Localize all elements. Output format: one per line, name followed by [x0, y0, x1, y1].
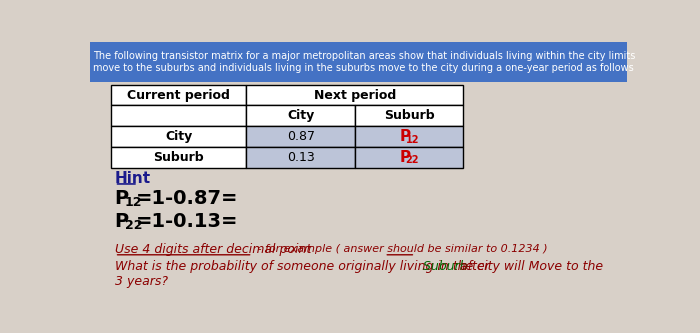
Bar — [111, 147, 246, 168]
Bar — [355, 126, 463, 147]
Bar — [246, 85, 463, 106]
Text: Current period: Current period — [127, 89, 230, 102]
Text: 3 years?: 3 years? — [115, 275, 167, 288]
Bar — [246, 106, 355, 126]
Text: move to the suburbs and individuals living in the suburbs move to the city durin: move to the suburbs and individuals livi… — [93, 63, 634, 73]
Text: - for example ( answer should be similar to 0.1234 ): - for example ( answer should be similar… — [254, 244, 547, 254]
Text: Next period: Next period — [314, 89, 396, 102]
Text: Suburb: Suburb — [153, 151, 204, 164]
Bar — [246, 147, 355, 168]
Bar — [111, 85, 246, 106]
Text: City: City — [287, 109, 314, 122]
Text: P: P — [400, 129, 411, 144]
Text: 22: 22 — [125, 219, 142, 232]
Text: =1-0.87=: =1-0.87= — [136, 189, 238, 208]
Text: P: P — [115, 189, 129, 208]
Text: Use 4 digits after decimal point: Use 4 digits after decimal point — [115, 243, 311, 256]
Text: 12: 12 — [405, 135, 419, 145]
Text: 0.13: 0.13 — [287, 151, 314, 164]
Bar — [246, 126, 355, 147]
Bar — [355, 147, 463, 168]
Text: P: P — [400, 150, 411, 165]
Text: 12: 12 — [125, 196, 142, 209]
Text: The following transistor matrix for a major metropolitan areas show that individ: The following transistor matrix for a ma… — [93, 51, 636, 61]
Text: Suburb: Suburb — [384, 109, 435, 122]
Text: after: after — [452, 260, 489, 273]
Text: What is the probability of someone originally living in the city will Move to th: What is the probability of someone origi… — [115, 260, 603, 273]
Text: City: City — [165, 130, 192, 143]
Bar — [111, 126, 246, 147]
Text: Suburb: Suburb — [419, 260, 468, 273]
Text: 0.87: 0.87 — [286, 130, 314, 143]
Bar — [111, 106, 246, 126]
Text: Hint: Hint — [115, 171, 150, 186]
Bar — [90, 42, 627, 82]
Text: 22: 22 — [405, 156, 419, 166]
Text: P: P — [115, 212, 129, 231]
Text: =1-0.13=: =1-0.13= — [136, 212, 238, 231]
Bar — [355, 106, 463, 126]
